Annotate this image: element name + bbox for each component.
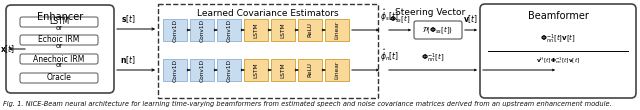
FancyBboxPatch shape <box>20 17 98 27</box>
Text: $\mathcal{P}(\mathbf{\Phi}_{ss}[t])$: $\mathcal{P}(\mathbf{\Phi}_{ss}[t])$ <box>422 24 454 36</box>
Text: $\mathbf{x}[t]$: $\mathbf{x}[t]$ <box>0 43 15 55</box>
Bar <box>325 59 349 81</box>
Bar <box>190 59 214 81</box>
Bar <box>158 4 378 98</box>
Text: $\mathbf{\Phi}_{ss}[t]$: $\mathbf{\Phi}_{ss}[t]$ <box>389 14 411 25</box>
Text: LSTM: LSTM <box>280 22 285 38</box>
Text: Conv1D: Conv1D <box>227 59 232 82</box>
Text: LSTM: LSTM <box>253 62 259 78</box>
Text: or: or <box>56 26 63 31</box>
FancyBboxPatch shape <box>20 73 98 83</box>
Text: LSTM: LSTM <box>280 62 285 78</box>
Text: $\hat{\phi}_n[t]$: $\hat{\phi}_n[t]$ <box>380 48 399 64</box>
Text: Beamformer: Beamformer <box>527 11 588 21</box>
Bar <box>298 59 322 81</box>
Text: Linear: Linear <box>335 61 339 79</box>
Text: LSTM: LSTM <box>49 17 69 27</box>
Text: $\mathbf{s}[t]$: $\mathbf{s}[t]$ <box>120 13 136 25</box>
Bar <box>271 59 295 81</box>
FancyBboxPatch shape <box>6 5 114 93</box>
Text: Oracle: Oracle <box>47 73 72 82</box>
Text: Fig. 1. NICE-Beam neural architecture for learning time-varying beamformers from: Fig. 1. NICE-Beam neural architecture fo… <box>3 101 612 107</box>
FancyBboxPatch shape <box>20 35 98 45</box>
Bar <box>163 19 187 41</box>
Bar <box>190 19 214 41</box>
Bar <box>298 19 322 41</box>
Text: ReLU: ReLU <box>307 63 312 77</box>
Text: Echoic IRM: Echoic IRM <box>38 36 80 45</box>
Text: Steering Vector: Steering Vector <box>395 8 465 17</box>
Text: $\mathbf{\Phi}_{nn}^{-1}[t]\mathbf{v}[t]$: $\mathbf{\Phi}_{nn}^{-1}[t]\mathbf{v}[t]… <box>540 32 576 46</box>
Text: Enhancer: Enhancer <box>37 12 83 22</box>
Bar <box>163 59 187 81</box>
Text: Learned Covariance Estimators: Learned Covariance Estimators <box>197 9 339 18</box>
Text: $\mathbf{\Phi}_{nn}^{-1}[t]$: $\mathbf{\Phi}_{nn}^{-1}[t]$ <box>421 52 445 65</box>
Text: ReLU: ReLU <box>307 23 312 37</box>
Text: $\mathbf{v}[t]$: $\mathbf{v}[t]$ <box>463 13 479 25</box>
FancyBboxPatch shape <box>414 21 462 39</box>
Text: Conv1D: Conv1D <box>173 59 177 82</box>
Text: Linear: Linear <box>335 21 339 39</box>
Bar <box>325 19 349 41</box>
FancyBboxPatch shape <box>20 54 98 64</box>
Text: Conv1D: Conv1D <box>200 59 205 82</box>
Text: Conv1D: Conv1D <box>200 18 205 41</box>
Text: or: or <box>56 43 63 50</box>
Bar <box>271 19 295 41</box>
FancyBboxPatch shape <box>480 4 636 98</box>
Text: Anechoic IRM: Anechoic IRM <box>33 54 84 63</box>
Text: $\mathbf{n}[t]$: $\mathbf{n}[t]$ <box>120 54 136 66</box>
Text: $\mathbf{v}^H[t]\mathbf{\Phi}_{nn}^{-1}[t]\mathbf{v}[t]$: $\mathbf{v}^H[t]\mathbf{\Phi}_{nn}^{-1}[… <box>536 56 580 66</box>
Text: $\hat{\phi}_s[t]$: $\hat{\phi}_s[t]$ <box>380 8 399 24</box>
Text: LSTM: LSTM <box>253 22 259 38</box>
Bar <box>244 19 268 41</box>
Text: Conv1D: Conv1D <box>227 18 232 41</box>
Bar <box>217 19 241 41</box>
Bar <box>244 59 268 81</box>
Text: or: or <box>56 62 63 68</box>
Bar <box>217 59 241 81</box>
Text: Conv1D: Conv1D <box>173 18 177 41</box>
